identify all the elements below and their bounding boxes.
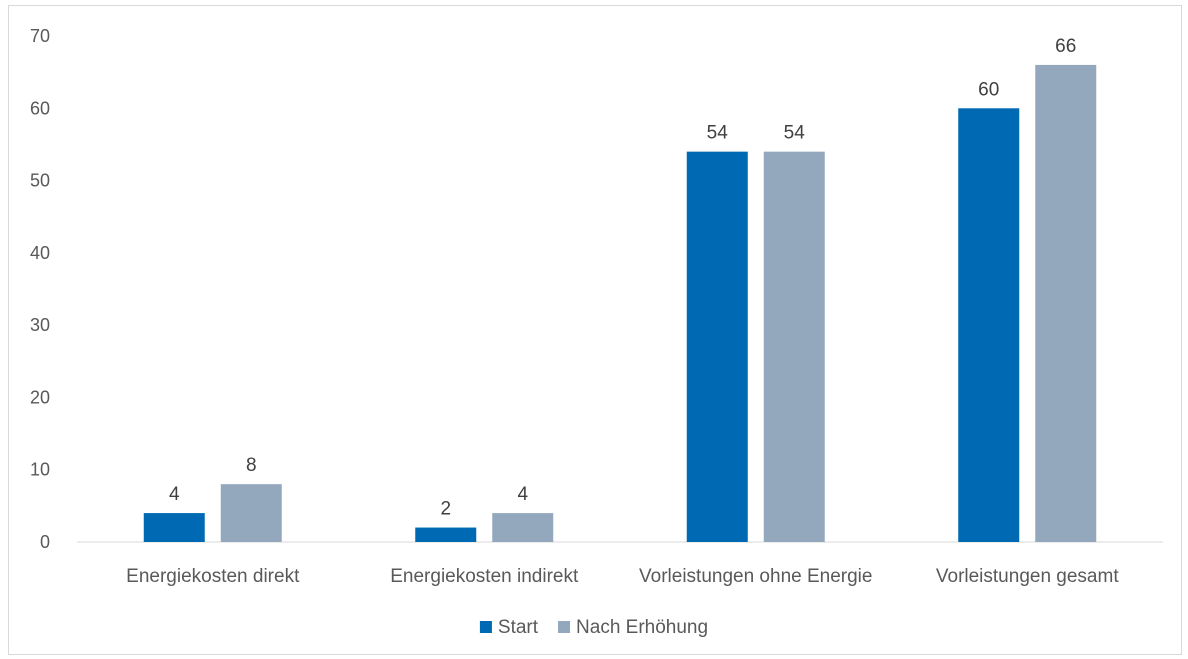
bar-nach-erhoehung — [492, 513, 554, 542]
category-label: Vorleistungen ohne Energie — [639, 566, 872, 587]
y-tick-label: 0 — [40, 532, 50, 552]
bar-start — [143, 513, 205, 542]
legend-swatch — [479, 621, 492, 633]
legend-label: Start — [498, 617, 539, 638]
data-label: 66 — [1055, 36, 1076, 57]
y-axis-ticks: 0 10 20 30 40 50 60 70 — [30, 26, 50, 552]
data-label: 60 — [978, 79, 999, 100]
bar-nach-erhoehung — [220, 484, 282, 542]
bar-start — [686, 151, 748, 542]
y-tick-label: 70 — [30, 26, 50, 46]
y-tick-label: 50 — [30, 171, 50, 191]
bar-start — [415, 527, 477, 542]
bar-nach-erhoehung — [763, 151, 825, 542]
y-tick-label: 40 — [30, 243, 50, 263]
legend-swatch — [558, 621, 571, 633]
data-labels: 4 8 2 4 54 54 60 66 — [169, 36, 1076, 520]
category-label: Vorleistungen gesamt — [936, 566, 1119, 587]
category-labels: Energiekosten direkt Energiekosten indire… — [126, 566, 1119, 587]
data-label: 54 — [707, 123, 729, 144]
bar-nach-erhoehung — [1035, 64, 1097, 543]
y-tick-label: 60 — [30, 98, 50, 118]
data-label: 8 — [246, 455, 257, 476]
data-label: 54 — [784, 123, 806, 144]
y-tick-label: 10 — [30, 460, 50, 480]
data-label: 4 — [517, 484, 528, 505]
legend: Start Nach Erhöhung — [479, 617, 708, 638]
bar-start — [958, 108, 1020, 543]
data-label: 2 — [440, 499, 451, 520]
y-tick-label: 30 — [30, 315, 50, 335]
category-label: Energiekosten indirekt — [390, 566, 579, 587]
legend-label: Nach Erhöhung — [576, 617, 708, 638]
y-tick-label: 20 — [30, 387, 50, 407]
bars — [143, 64, 1097, 543]
data-label: 4 — [169, 484, 180, 505]
category-label: Energiekosten direkt — [126, 566, 300, 587]
